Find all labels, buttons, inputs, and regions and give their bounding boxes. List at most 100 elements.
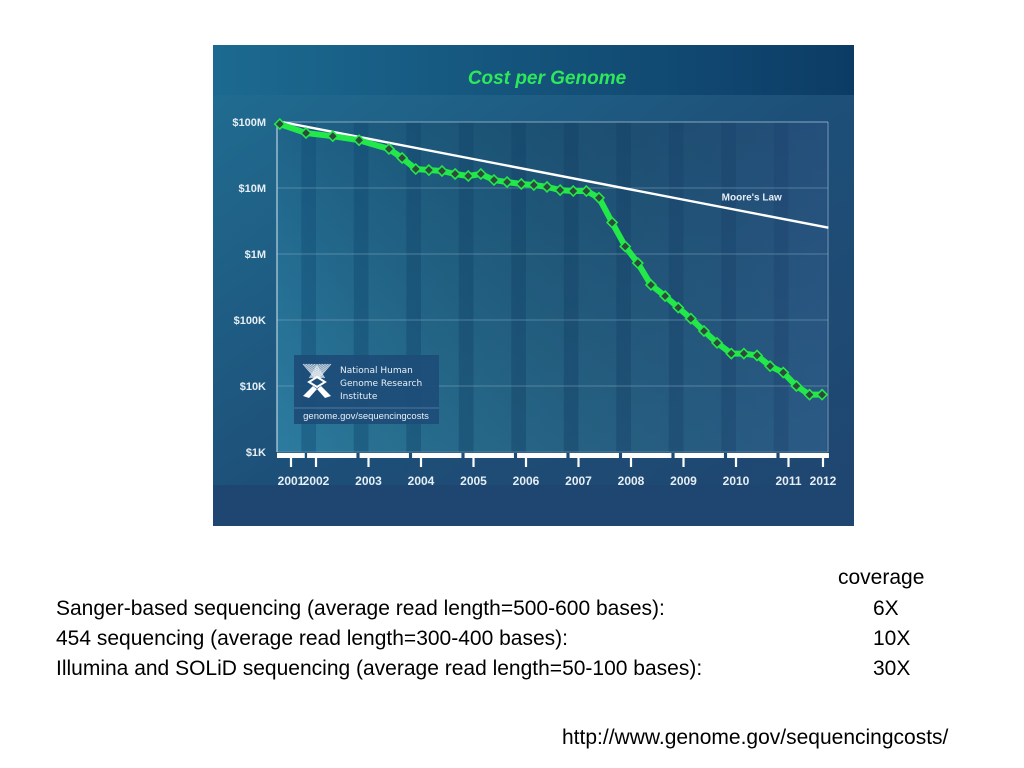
coverage-row-label: Sanger-based sequencing (average read le… [56,597,665,620]
logo-diamond [307,375,327,389]
data-point-marker [567,184,580,198]
x-tick-label: 2001 [278,474,305,488]
series-layer: Moore's Law [273,117,829,401]
data-point-marker [409,162,422,176]
x-tick-label: 2009 [670,474,697,488]
moores-law-line [281,120,829,229]
x-axis-bar [307,453,357,458]
x-axis-bar [779,453,829,458]
y-tick-label: $100M [232,117,266,129]
data-point-marker [500,175,514,189]
data-point-marker [710,336,724,350]
data-point-marker [435,164,449,178]
data-point-marker [580,184,593,198]
x-axis-bar [359,453,409,458]
data-point-marker [631,256,644,270]
data-point-marker [474,167,487,181]
data-point-marker [725,347,738,360]
data-point-marker [422,163,436,177]
x-tick-label: 2006 [513,474,540,488]
coverage-row-value: 10X [873,627,911,650]
x-tick-label: 2004 [408,474,435,488]
data-point-marker [605,216,619,229]
logo-stripe [312,363,324,379]
data-point-marker [592,191,606,204]
data-point-marker [540,180,554,194]
data-point-marker [803,388,816,401]
x-tick-label: 2005 [460,474,487,488]
data-point-marker [515,177,528,191]
data-point-marker [750,349,764,362]
coverage-row-value: 30X [873,657,911,680]
y-tick-label: $1M [245,249,266,261]
x-tick-label: 2010 [723,474,750,488]
logo-stripe [311,363,322,379]
logo-stripe [313,363,325,379]
data-point-marker [763,360,777,373]
y-tick-label: $100K [234,315,266,327]
coverage-row-label: 454 sequencing (average read length=300-… [56,627,568,650]
data-point-marker [395,151,409,165]
x-axis-bar [464,453,514,458]
logo-stripe [315,363,327,379]
x-tick-label: 2007 [565,474,592,488]
data-point-marker [684,312,697,325]
data-point-marker [777,366,790,379]
x-tick-label: 2011 [775,474,801,488]
logo-stripe [309,363,321,379]
logo-leg [317,386,331,398]
logo-stripe [310,363,322,379]
x-axis-bar [622,453,672,458]
y-axis-labels: $100M $10M $1M $100K $10K $1K [232,117,266,459]
logo-url: genome.gov/sequencingcosts [303,411,429,422]
logo-stripe [312,363,323,379]
data-point-marker [487,173,501,187]
x-axis-bar [517,453,567,458]
data-point-marker [658,289,672,303]
data-point-marker [527,178,541,192]
logo-text-line: Genome Research [340,379,422,389]
x-tick-label: 2008 [618,474,645,488]
logo-text-line: Institute [340,392,378,402]
nhgri-logo: National Human Genome Research Institute ge… [294,355,439,424]
data-point-marker [553,183,567,197]
cost-per-genome-chart: $100M $10M $1M $100K $10K $1K 2001 2002 2003 200… [213,45,854,526]
source-url-link[interactable]: http://www.genome.gov/sequencingcosts/ [562,726,949,749]
data-point-marker [737,347,751,360]
x-axis-bar [674,453,724,458]
logo-stripe [310,363,321,379]
coverage-header: coverage [838,566,925,589]
chart-title: Cost per Genome [468,68,627,89]
data-point-marker [672,301,685,314]
x-tick-label: 2002 [303,474,330,488]
x-axis-bar [412,453,462,458]
data-point-marker [448,167,462,181]
logo-stripe [315,363,325,379]
data-point-marker [644,278,658,292]
x-axis-bar [569,453,619,458]
moores-law-label: Moore's Law [722,192,782,203]
data-point-marker [697,324,711,338]
data-point-marker [273,117,286,131]
data-point-marker [462,169,475,183]
y-tick-label: $10M [238,183,266,195]
logo-leg [303,386,317,398]
coverage-row-value: 6X [873,597,899,620]
data-point-marker [790,379,803,393]
data-point-marker [815,388,829,401]
x-tick-label: 2003 [355,474,382,488]
coverage-row-label: Illumina and SOLiD sequencing (average r… [56,657,703,680]
x-axis-bar [727,453,777,458]
y-tick-label: $1K [246,447,266,459]
data-point-marker [382,142,396,156]
y-tick-label: $10K [240,381,266,393]
logo-stripe [313,363,324,379]
data-point-marker [299,126,313,140]
data-point-marker [326,130,339,143]
title-band [213,45,854,95]
data-point-marker [352,134,366,147]
data-point-marker [619,240,632,253]
logo-text-line: National Human [340,366,413,376]
